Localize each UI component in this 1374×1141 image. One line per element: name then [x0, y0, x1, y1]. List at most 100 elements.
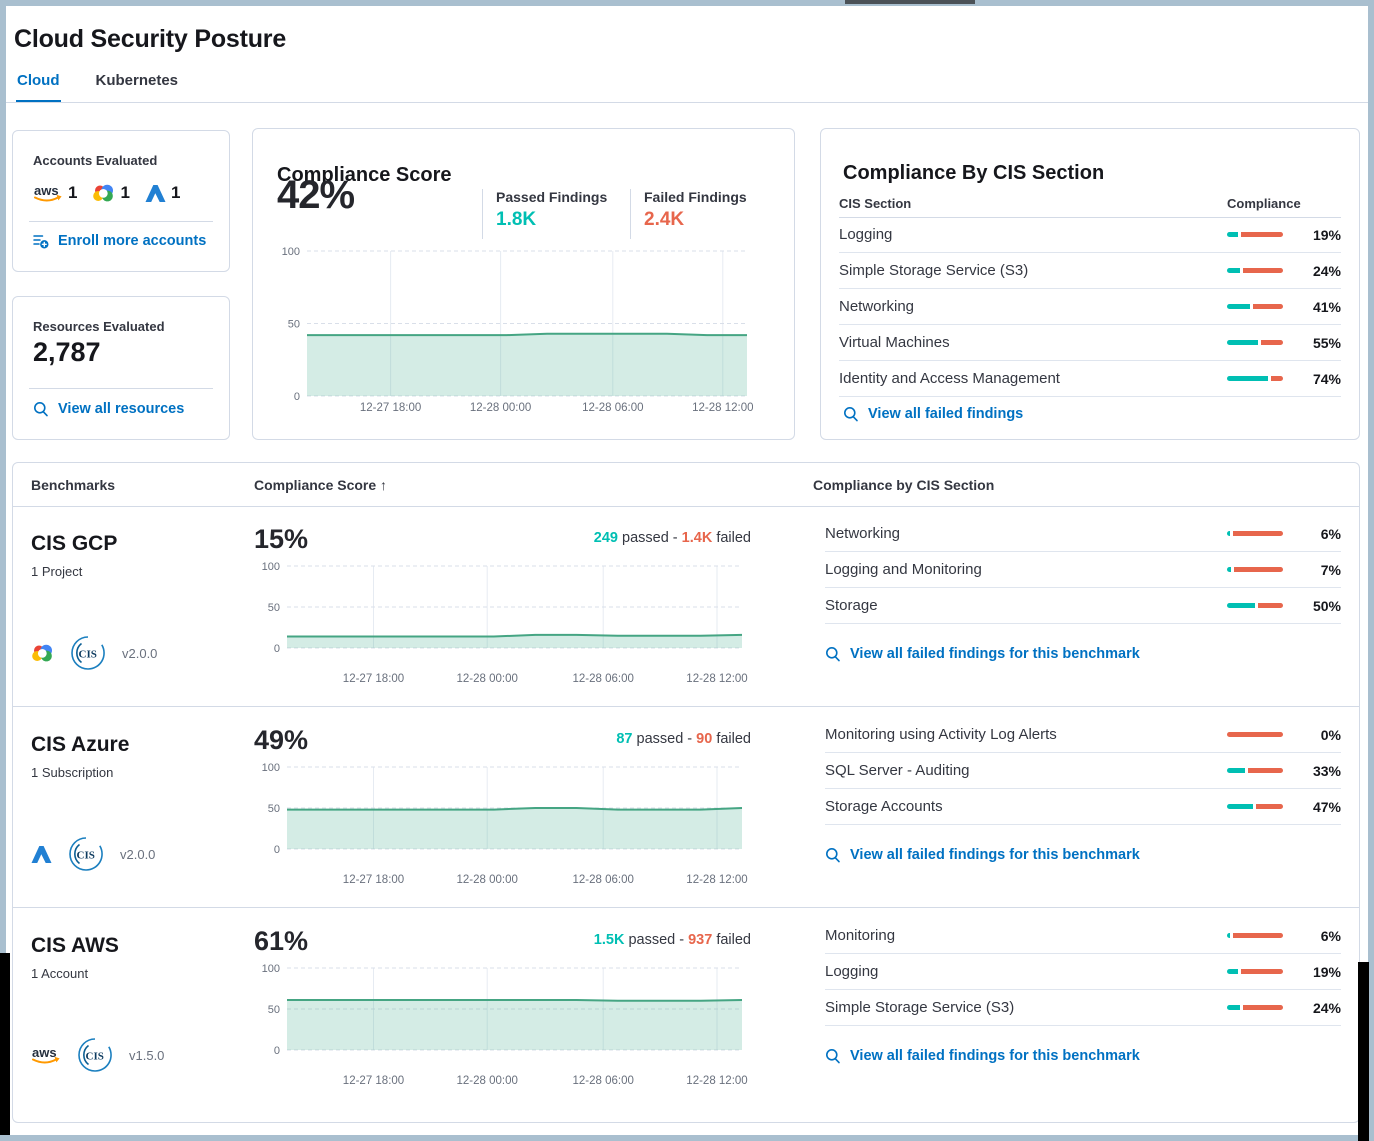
benchmark-logos: CIS v2.0.0	[31, 634, 157, 672]
cis-section-compliance-pct: 50%	[1312, 597, 1341, 614]
tab-kubernetes[interactable]: Kubernetes	[95, 70, 180, 100]
cis-logo: CIS	[76, 1036, 114, 1074]
cis-section-row: Storage Accounts 47%	[825, 789, 1341, 825]
svg-text:50: 50	[288, 319, 300, 331]
cis-logo: CIS	[69, 634, 107, 672]
svg-text:0: 0	[274, 1045, 280, 1057]
cis-section-compliance-pct: 74%	[1312, 370, 1341, 387]
svg-text:50: 50	[268, 803, 280, 815]
svg-text:12-27 18:00: 12-27 18:00	[343, 1075, 404, 1087]
card-divider	[29, 221, 213, 222]
benchmark-compliance-score: 15%	[254, 524, 309, 554]
benchmark-cis-sections: Monitoring using Activity Log Alerts 0% SQ…	[825, 717, 1341, 825]
compliance-ratio-bar	[1227, 268, 1283, 273]
svg-text:12-28 12:00: 12-28 12:00	[686, 1075, 747, 1087]
compliance-ratio-bar	[1227, 376, 1283, 381]
cis-section-row: Simple Storage Service (S3) 24%	[825, 990, 1341, 1026]
cis-section-compliance-pct: 55%	[1312, 334, 1341, 351]
benchmark-trend-chart: 100 50 0 12-27 18:00 12-28 00:00 12-28 06:00 1…	[262, 561, 748, 685]
provider-count-azure: 1	[145, 183, 180, 203]
search-icon	[825, 646, 841, 662]
cis-section-rows: Logging 19% Simple Storage Service (S3) 24%…	[839, 217, 1341, 397]
enroll-more-accounts-label: Enroll more accounts	[58, 233, 207, 249]
svg-text:CIS: CIS	[79, 649, 97, 661]
view-failed-findings-benchmark-link[interactable]: View all failed findings for this benchm…	[825, 646, 1140, 662]
svg-text:12-27 18:00: 12-27 18:00	[343, 874, 404, 886]
aws-logo: aws	[31, 1045, 61, 1066]
compliance-ratio-bar	[1227, 804, 1283, 809]
cis-section-compliance-pct: 0%	[1320, 726, 1341, 743]
cis-section-row: Identity and Access Management 74%	[839, 361, 1341, 397]
view-all-failed-findings-label: View all failed findings	[868, 406, 1024, 422]
accounts-evaluated-title: Accounts Evaluated	[33, 153, 158, 168]
svg-text:12-28 12:00: 12-28 12:00	[692, 402, 753, 414]
compliance-score-sort-header[interactable]: Compliance Score ↑	[254, 477, 387, 493]
svg-text:12-28 06:00: 12-28 06:00	[573, 874, 634, 886]
compliance-ratio-bar	[1227, 603, 1283, 608]
failed-findings-stat: Failed Findings 2.4K	[630, 189, 784, 239]
compliance-ratio-bar	[1227, 304, 1283, 309]
cis-section-name: Storage	[825, 597, 878, 614]
view-all-resources-link[interactable]: View all resources	[33, 401, 184, 417]
view-failed-findings-benchmark-link[interactable]: View all failed findings for this benchm…	[825, 1048, 1140, 1064]
view-all-failed-findings-link[interactable]: View all failed findings	[843, 406, 1023, 422]
passed-count: 249	[593, 530, 618, 546]
resources-evaluated-value: 2,787	[33, 337, 101, 367]
azure-logo	[145, 184, 166, 203]
compliance-score-header-label: Compliance Score	[254, 477, 377, 493]
benchmark-account-count: 1 Subscription	[31, 765, 114, 780]
provider-account-count: 1	[170, 183, 181, 202]
passed-findings-stat: Passed Findings 1.8K	[482, 189, 636, 239]
svg-text:12-28 06:00: 12-28 06:00	[582, 402, 643, 414]
benchmark-cis-sections: Monitoring 6% Logging 19% Simple Storage Ser…	[825, 918, 1341, 1026]
benchmark-rows: CIS GCP 1 Project CIS v2.0.0 15% 249 passed -…	[13, 506, 1359, 1124]
cis-section-row: Networking 41%	[839, 289, 1341, 325]
cis-section-table-header: CIS Section Compliance	[839, 189, 1341, 218]
provider-account-count: 1	[120, 183, 130, 202]
failed-count: 1.4K	[681, 530, 713, 546]
compliance-ratio-bar	[1227, 340, 1283, 345]
compliance-ratio-bar	[1227, 567, 1283, 572]
view-failed-findings-benchmark-link[interactable]: View all failed findings for this benchm…	[825, 847, 1140, 863]
benchmark-cis-sections: Networking 6% Logging and Monitoring 7% Stor…	[825, 516, 1341, 624]
provider-count-gcp: 1	[92, 183, 130, 203]
compliance-ratio-bar	[1227, 969, 1283, 974]
benchmark-version: v1.5.0	[129, 1047, 165, 1063]
svg-text:0: 0	[274, 643, 280, 655]
benchmark-logos: CIS v2.0.0	[31, 835, 155, 873]
cis-section-compliance-pct: 6%	[1320, 927, 1341, 944]
benchmark-compliance-score: 61%	[254, 926, 309, 956]
cis-section-name: Virtual Machines	[839, 334, 950, 351]
compliance-score-card: Compliance Score 42% Passed Findings 1.8…	[252, 128, 795, 440]
svg-text:12-28 12:00: 12-28 12:00	[686, 673, 747, 685]
cis-section-column-header: CIS Section	[839, 195, 912, 211]
cis-section-name: Logging	[839, 226, 893, 243]
benchmark-row-aws: CIS AWS 1 Account aws CIS v1.5.0 61% 1.5K pass…	[13, 908, 1359, 1124]
tab-cloud[interactable]: Cloud	[16, 70, 61, 102]
svg-text:50: 50	[268, 1004, 280, 1016]
cis-section-row: Virtual Machines 55%	[839, 325, 1341, 361]
resources-evaluated-title: Resources Evaluated	[33, 319, 165, 334]
compliance-ratio-bar	[1227, 732, 1283, 737]
cis-logo: CIS	[67, 835, 105, 873]
svg-text:100: 100	[282, 246, 300, 258]
cis-section-name: Identity and Access Management	[839, 370, 1060, 387]
cis-section-name: Networking	[825, 525, 901, 542]
svg-text:aws: aws	[34, 183, 59, 198]
provider-account-count: 1	[68, 183, 78, 202]
svg-text:100: 100	[262, 963, 280, 975]
compliance-ratio-bar	[1227, 1005, 1283, 1010]
benchmark-row-azure: CIS Azure 1 Subscription CIS v2.0.0 49% 87 pa…	[13, 707, 1359, 908]
compliance-by-cis-section-title: Compliance By CIS Section	[843, 161, 1105, 184]
cis-section-name: Monitoring	[825, 927, 896, 944]
cis-section-name: Networking	[839, 298, 915, 315]
enroll-more-accounts-link[interactable]: Enroll more accounts	[33, 233, 206, 249]
svg-text:12-27 18:00: 12-27 18:00	[360, 402, 421, 414]
search-icon	[825, 847, 841, 863]
cis-section-row: SQL Server - Auditing 33%	[825, 753, 1341, 789]
compliance-by-cis-section-column-header: Compliance by CIS Section	[813, 477, 995, 493]
benchmark-passed-failed: 1.5K passed - 937 failed	[593, 932, 751, 948]
benchmark-name: CIS Azure	[31, 733, 130, 756]
benchmark-passed-failed: 87 passed - 90 failed	[616, 731, 751, 747]
page-title: Cloud Security Posture	[14, 24, 287, 53]
